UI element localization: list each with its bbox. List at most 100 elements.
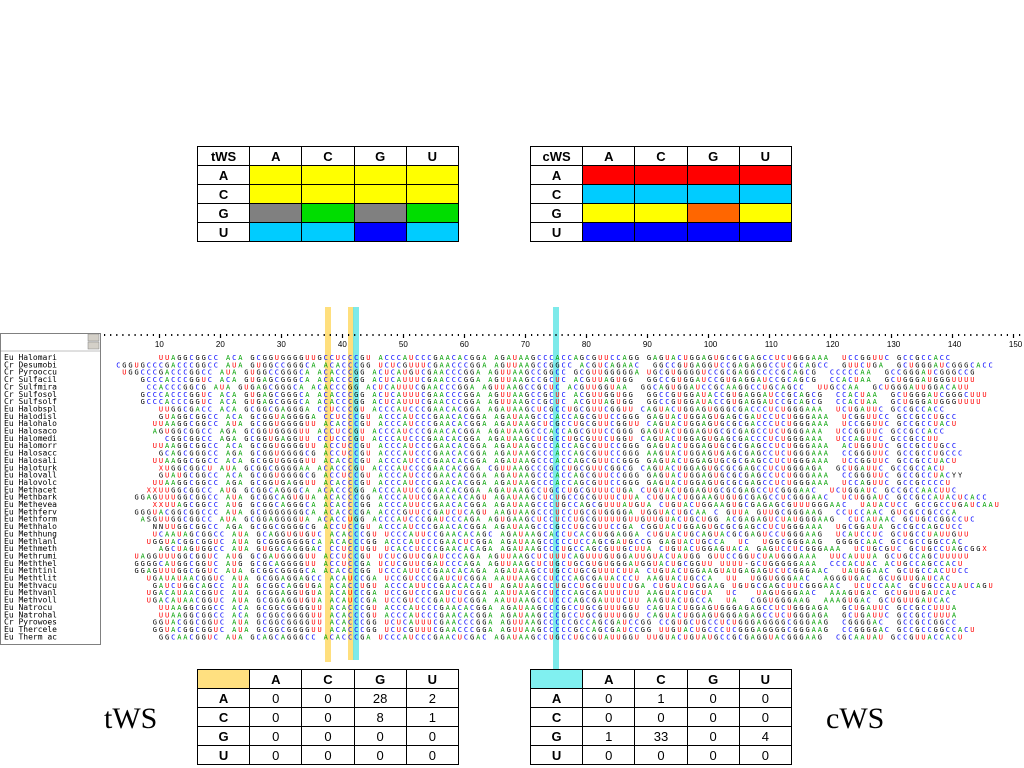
sequence-name: Eu Halomari (4, 353, 57, 362)
count-column-header: C (301, 669, 355, 689)
ruler-tick (128, 334, 130, 336)
sequence-name: Eu Methtlit (4, 574, 57, 583)
scroll-up-button[interactable] (87, 333, 100, 342)
ruler-tick (793, 334, 795, 336)
ruler-tick (817, 334, 819, 336)
ruler-tick (799, 334, 801, 336)
ruler-tick (317, 334, 319, 336)
ruler-tick (219, 334, 222, 338)
ruler-tick (232, 334, 234, 336)
matrix-color-cell (301, 165, 355, 185)
count-cell: 0 (353, 745, 407, 765)
ruler-tick (1012, 334, 1015, 338)
matrix-column-header: C (634, 146, 688, 166)
matrix-color-cell (405, 165, 460, 185)
ruler-tick (860, 334, 862, 336)
ruler-tick (226, 334, 228, 336)
sequence-name: Eu Halobspl (4, 404, 57, 413)
ruler-tick (335, 334, 337, 336)
ruler-tick (689, 334, 691, 336)
matrix-row-header: G (529, 203, 584, 223)
ruler-tick (640, 334, 642, 336)
ruler-tick (903, 334, 905, 336)
sequence-name: Eu Halomorr (4, 441, 57, 450)
sequence-name: Cr Sulfsolf (4, 397, 57, 406)
sequence-name: Eu Halomedi (4, 434, 57, 443)
matrix-color-cell (249, 184, 303, 204)
matrix-color-cell (738, 203, 793, 223)
matrix-color-cell (582, 203, 636, 223)
matrix-color-cell (686, 184, 740, 204)
sequence-name: Eu Halodisl (4, 412, 57, 421)
ruler-tick (872, 334, 874, 336)
count-cell: 0 (686, 688, 740, 708)
scroll-down-button[interactable] (87, 341, 100, 350)
count-cell: 33 (634, 726, 688, 746)
sequence-name: Cr Sulfosol (4, 390, 57, 399)
ruler-tick (451, 334, 453, 336)
cws-count-table: A C G U A 0 1 0 0 C 0 0 0 0 G 1 33 0 4 U 0 0 0 0 (529, 669, 793, 765)
ruler-tick (604, 334, 606, 336)
matrix-color-cell (686, 222, 740, 242)
ruler-tick (195, 334, 197, 336)
count-row-header: U (529, 745, 584, 765)
matrix-color-cell (582, 222, 636, 242)
ruler-tick (390, 334, 392, 336)
sequence-name: Eu Methevea (4, 500, 57, 509)
ruler-tick (262, 334, 264, 336)
matrix-color-cell (249, 222, 303, 242)
tws-label: tWS (104, 702, 158, 735)
sequence-name: Cr Desumobi (4, 360, 57, 369)
ruler-tick (646, 334, 649, 338)
ruler-tick (665, 334, 667, 336)
count-cell: 0 (353, 726, 407, 746)
ruler-number: 50 (399, 340, 408, 349)
ruler-tick (470, 334, 472, 336)
ruler-tick (1000, 334, 1002, 336)
sequence-name: Eu Therm ac (4, 632, 57, 641)
count-cell: 0 (405, 745, 460, 765)
ruler-tick (592, 334, 594, 336)
ruler-tick (1019, 334, 1021, 336)
ruler-tick (878, 334, 880, 336)
ruler-tick (110, 334, 112, 336)
ruler-tick (628, 334, 630, 336)
matrix-color-cell (686, 203, 740, 223)
ruler-tick (122, 334, 124, 336)
ruler-tick (140, 334, 142, 336)
ruler-tick (671, 334, 673, 336)
ruler-number: 90 (643, 340, 652, 349)
ruler-tick (958, 334, 960, 336)
ruler-tick (354, 334, 356, 336)
ruler-tick (616, 334, 618, 336)
matrix-color-cell (301, 203, 355, 223)
ruler-tick (927, 334, 929, 336)
count-cell: 0 (686, 726, 740, 746)
matrix-column-header: G (686, 146, 740, 166)
sequence-name: Eu Methrumi (4, 551, 57, 560)
ruler-tick (994, 334, 996, 336)
count-cell: 4 (738, 726, 793, 746)
count-cell: 0 (738, 688, 793, 708)
count-column-header: A (249, 669, 303, 689)
ruler-tick (762, 334, 764, 336)
ruler-tick (842, 334, 844, 336)
count-cell: 0 (301, 726, 355, 746)
